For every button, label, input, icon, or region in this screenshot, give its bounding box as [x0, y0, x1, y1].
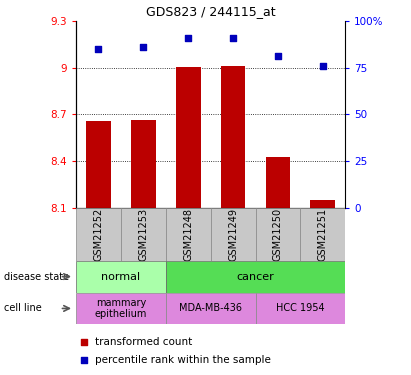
Bar: [166, 261, 345, 292]
Bar: [256, 208, 300, 261]
Text: GSM21251: GSM21251: [318, 208, 328, 261]
Point: [95, 46, 102, 52]
Text: GSM21253: GSM21253: [139, 208, 148, 261]
Bar: [166, 292, 256, 324]
Point: [81, 357, 88, 363]
Point: [275, 53, 281, 59]
Point: [319, 63, 326, 69]
Text: cancer: cancer: [237, 272, 275, 282]
Text: mammary
epithelium: mammary epithelium: [95, 298, 147, 319]
Text: GSM21249: GSM21249: [228, 208, 238, 261]
Text: transformed count: transformed count: [95, 336, 192, 346]
Text: GSM21248: GSM21248: [183, 208, 193, 261]
Bar: [76, 208, 121, 261]
Bar: [300, 208, 345, 261]
Bar: [176, 67, 201, 208]
Text: MDA-MB-436: MDA-MB-436: [179, 303, 242, 313]
Bar: [221, 66, 245, 208]
Point: [140, 44, 147, 50]
Bar: [166, 208, 211, 261]
Text: HCC 1954: HCC 1954: [276, 303, 325, 313]
Bar: [310, 200, 335, 208]
Text: normal: normal: [102, 272, 141, 282]
Text: disease state: disease state: [4, 272, 69, 282]
Text: GSM21250: GSM21250: [273, 208, 283, 261]
Bar: [86, 122, 111, 208]
Point: [185, 34, 192, 40]
Bar: [76, 292, 166, 324]
Bar: [266, 158, 290, 208]
Bar: [121, 208, 166, 261]
Text: GSM21252: GSM21252: [93, 208, 104, 261]
Bar: [211, 208, 256, 261]
Point: [81, 339, 88, 345]
Title: GDS823 / 244115_at: GDS823 / 244115_at: [146, 5, 275, 18]
Bar: [256, 292, 345, 324]
Bar: [131, 120, 156, 208]
Bar: [76, 261, 166, 292]
Point: [230, 34, 236, 40]
Text: percentile rank within the sample: percentile rank within the sample: [95, 355, 271, 365]
Text: cell line: cell line: [4, 303, 42, 313]
